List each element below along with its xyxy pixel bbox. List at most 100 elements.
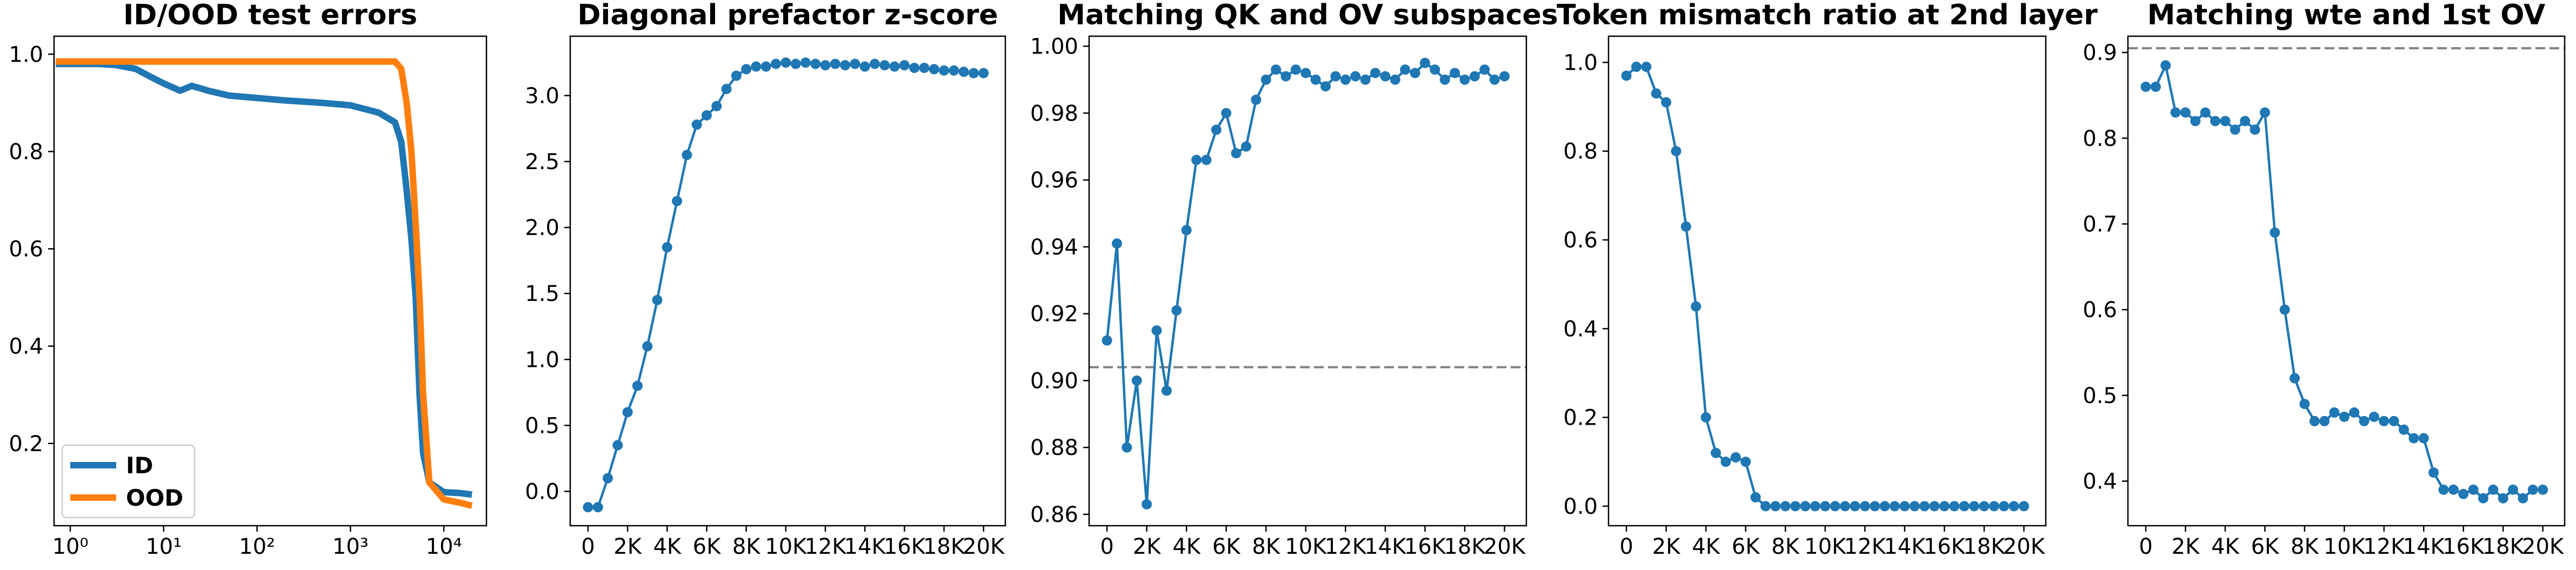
point (2359, 415, 2370, 426)
point (1850, 501, 1860, 512)
point (583, 502, 593, 513)
point (612, 440, 623, 451)
point (1260, 74, 1271, 85)
y-tick-label: 1.5 (525, 281, 559, 306)
point (1999, 501, 2010, 512)
point (642, 341, 653, 352)
point (1680, 221, 1691, 232)
series-line (588, 61, 984, 509)
point (1760, 501, 1771, 512)
y-tick-label: 0.4 (1563, 317, 1598, 341)
plot-area (583, 57, 989, 513)
axes-frame (53, 35, 488, 527)
point (1621, 70, 1632, 81)
point (1410, 68, 1420, 78)
panel: Diagonal prefactor z-score 0 2K 4K 6K 8K 10K12… (525, 0, 1006, 559)
x-tick-label: 0 (2139, 534, 2152, 559)
y-tick-label: 0.88 (1030, 435, 1078, 460)
y-tick-label: 0.8 (1563, 139, 1598, 164)
point (2240, 116, 2251, 126)
point (939, 65, 950, 76)
point (721, 84, 732, 95)
point (1830, 501, 1840, 512)
point (2329, 407, 2340, 418)
point (751, 61, 762, 72)
point (1800, 501, 1811, 512)
x-tick-label: 14K (2403, 534, 2446, 559)
point (2008, 501, 2019, 512)
x-tick-label: 0 (1619, 534, 1633, 559)
x-tick-label: 14K (1364, 534, 1407, 559)
x-tick-label: 6K (2251, 534, 2280, 559)
axes-frame (2127, 35, 2566, 527)
point (1879, 501, 1890, 512)
point (2259, 107, 2270, 118)
point (2140, 82, 2151, 92)
x-tick-label: 2K (2172, 534, 2200, 559)
point (2418, 433, 2429, 444)
point (2518, 493, 2528, 504)
point (909, 63, 920, 73)
panel: Matching QK and OV subspaces 0 2K 4K 6K 8K 10K… (1030, 0, 1558, 559)
point (850, 58, 860, 69)
y-tick-label: 0.94 (1030, 235, 1078, 260)
x-tick-label: 16K (1404, 534, 1447, 559)
y-tick-label: 1.0 (525, 347, 559, 372)
point (1231, 148, 1242, 159)
point (2368, 411, 2379, 422)
point (1720, 457, 1731, 467)
x-tick-label: 6K (1732, 534, 1760, 559)
point (2508, 484, 2519, 495)
x-tick-label: 6K (693, 534, 722, 559)
point (978, 68, 989, 78)
point (1651, 88, 1661, 99)
point (1469, 71, 1480, 82)
point (672, 196, 683, 206)
point (2438, 484, 2449, 495)
plot-area (1089, 58, 1526, 509)
point (1439, 74, 1450, 85)
point (1691, 301, 1701, 312)
point (859, 61, 870, 72)
point (949, 65, 959, 76)
x-tick-label: 20K (1484, 534, 1526, 559)
point (1241, 141, 1252, 152)
x-tick-label: 4K (2211, 534, 2240, 559)
point (1300, 68, 1311, 78)
point (1280, 71, 1291, 82)
point (800, 57, 811, 68)
y-tick-label: 0.7 (2083, 212, 2117, 237)
point (1360, 74, 1371, 85)
point (1979, 501, 1990, 512)
point (1380, 71, 1391, 82)
point (958, 66, 969, 77)
point (2299, 399, 2310, 410)
point (1161, 385, 1172, 396)
x-tick-label: 6K (1212, 534, 1241, 559)
point (603, 473, 613, 484)
point (968, 68, 979, 78)
y-tick-label: 0.90 (1030, 368, 1078, 393)
point (810, 58, 821, 69)
point (592, 502, 603, 513)
point (2319, 415, 2330, 426)
point (1859, 501, 1870, 512)
axes-frame (569, 35, 1006, 527)
point (2150, 82, 2161, 92)
point (1969, 501, 1980, 512)
x-tick-label: 8K (1771, 534, 1800, 559)
chart-title: ID/OOD test errors (123, 0, 417, 31)
series-line (1105, 62, 1505, 506)
point (2527, 484, 2538, 495)
point (780, 57, 791, 68)
x-tick-label: 4K (1692, 534, 1720, 559)
point (1211, 124, 1222, 135)
point (929, 64, 939, 75)
point (1181, 225, 1192, 236)
point (2160, 60, 2171, 71)
point (1340, 74, 1351, 85)
point (2498, 493, 2508, 504)
x-tick-label: 20K (2522, 534, 2565, 559)
point (2220, 116, 2231, 126)
point (691, 119, 702, 130)
